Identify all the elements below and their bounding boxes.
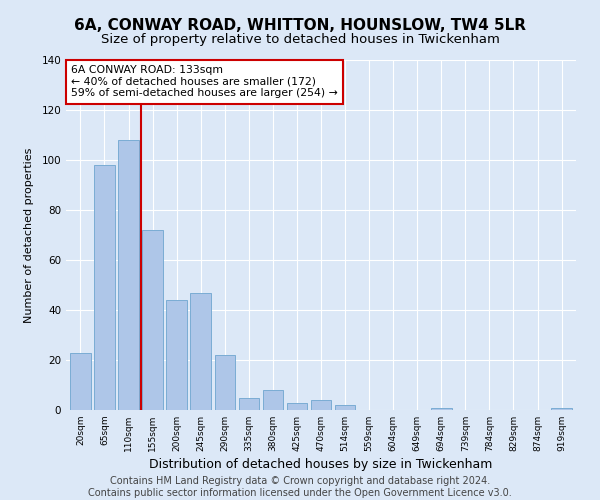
Bar xyxy=(335,405,355,410)
Text: Size of property relative to detached houses in Twickenham: Size of property relative to detached ho… xyxy=(101,32,499,46)
Bar xyxy=(94,165,115,410)
Bar xyxy=(551,408,572,410)
Text: 6A, CONWAY ROAD, WHITTON, HOUNSLOW, TW4 5LR: 6A, CONWAY ROAD, WHITTON, HOUNSLOW, TW4 … xyxy=(74,18,526,32)
Bar xyxy=(70,352,91,410)
Y-axis label: Number of detached properties: Number of detached properties xyxy=(25,148,34,322)
X-axis label: Distribution of detached houses by size in Twickenham: Distribution of detached houses by size … xyxy=(149,458,493,471)
Bar xyxy=(215,355,235,410)
Text: 6A CONWAY ROAD: 133sqm
← 40% of detached houses are smaller (172)
59% of semi-de: 6A CONWAY ROAD: 133sqm ← 40% of detached… xyxy=(71,66,338,98)
Bar xyxy=(311,400,331,410)
Bar xyxy=(118,140,139,410)
Bar xyxy=(166,300,187,410)
Bar xyxy=(239,398,259,410)
Bar xyxy=(142,230,163,410)
Text: Contains HM Land Registry data © Crown copyright and database right 2024.
Contai: Contains HM Land Registry data © Crown c… xyxy=(88,476,512,498)
Bar xyxy=(431,408,452,410)
Bar xyxy=(287,402,307,410)
Bar xyxy=(190,292,211,410)
Bar xyxy=(263,390,283,410)
